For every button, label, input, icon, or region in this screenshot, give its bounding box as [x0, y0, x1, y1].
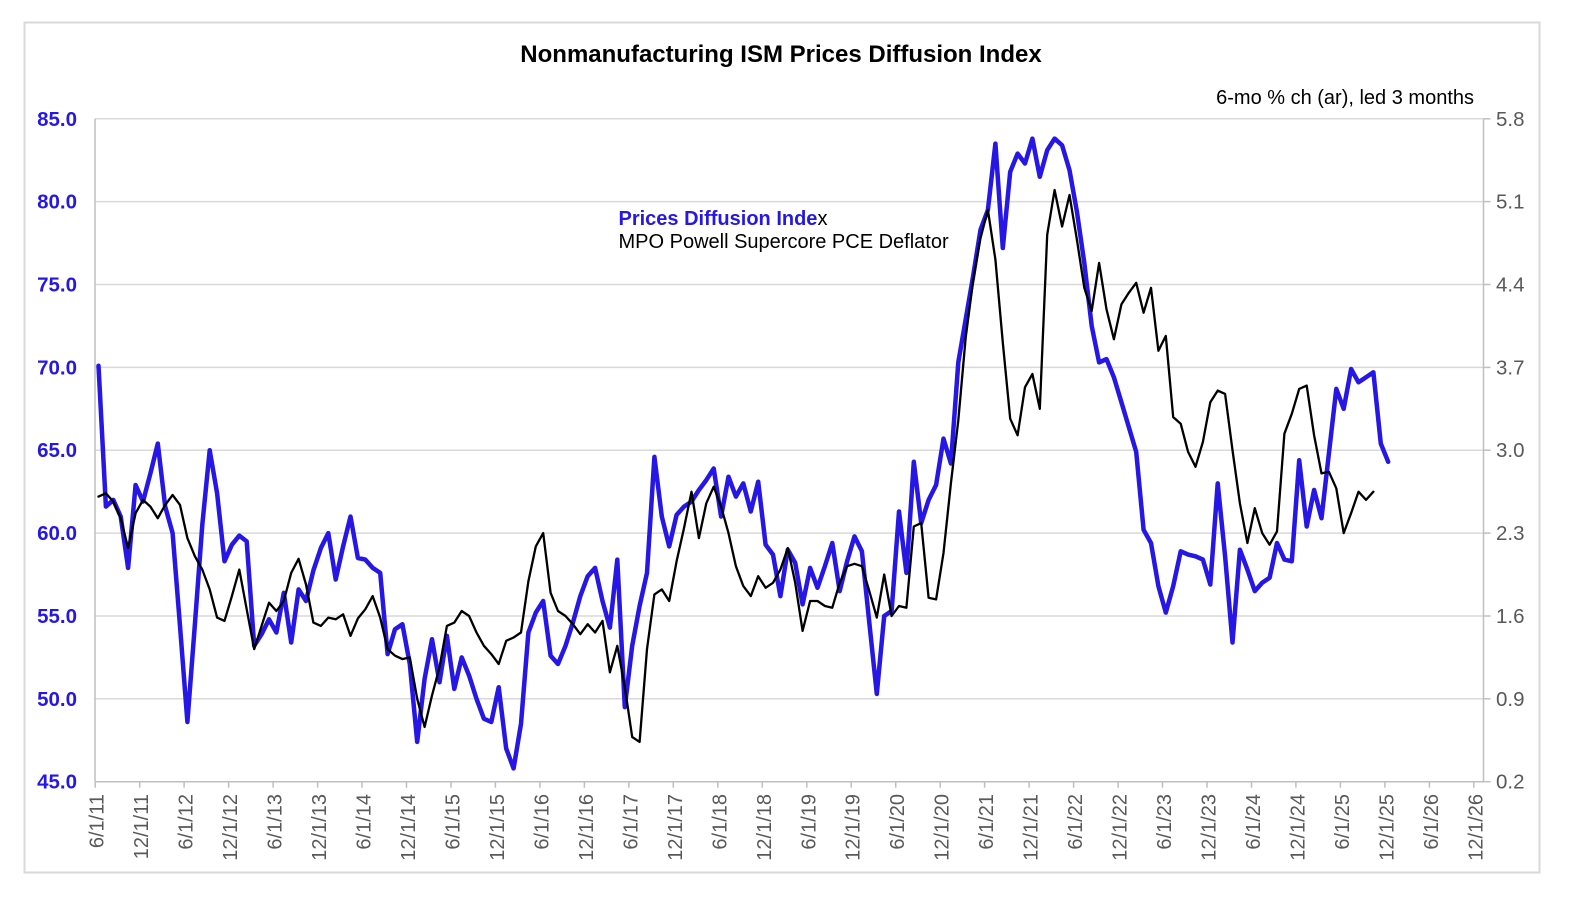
svg-text:65.0: 65.0 — [37, 439, 77, 462]
svg-text:50.0: 50.0 — [37, 688, 77, 711]
svg-text:6/1/16: 6/1/16 — [531, 794, 553, 850]
svg-text:4.4: 4.4 — [1496, 274, 1525, 297]
svg-text:12/1/19: 12/1/19 — [843, 794, 865, 861]
svg-text:75.0: 75.0 — [37, 274, 77, 297]
svg-text:12/1/18: 12/1/18 — [754, 794, 776, 861]
svg-text:6/1/14: 6/1/14 — [354, 794, 376, 850]
svg-text:6/1/21: 6/1/21 — [976, 794, 998, 850]
svg-text:Prices Diffusion Index: Prices Diffusion Index — [619, 208, 828, 230]
svg-text:6/1/20: 6/1/20 — [887, 794, 909, 850]
svg-text:MPO Powell Supercore PCE Defla: MPO Powell Supercore PCE Deflator — [619, 231, 949, 253]
svg-text:12/1/21: 12/1/21 — [1021, 794, 1043, 861]
svg-text:Nonmanufacturing ISM Prices Di: Nonmanufacturing ISM Prices Diffusion In… — [520, 41, 1042, 68]
svg-text:70.0: 70.0 — [37, 356, 77, 379]
svg-text:6/1/19: 6/1/19 — [798, 794, 820, 850]
svg-text:12/1/26: 12/1/26 — [1465, 794, 1487, 861]
svg-text:85.0: 85.0 — [37, 108, 77, 131]
svg-text:12/1/11: 12/1/11 — [131, 794, 153, 859]
svg-text:12/1/15: 12/1/15 — [487, 794, 509, 861]
svg-text:0.9: 0.9 — [1496, 688, 1525, 711]
svg-text:12/1/17: 12/1/17 — [665, 794, 687, 861]
svg-text:6/1/13: 6/1/13 — [265, 794, 287, 850]
svg-text:6/1/25: 6/1/25 — [1332, 794, 1354, 850]
svg-text:12/1/24: 12/1/24 — [1287, 794, 1309, 861]
svg-text:6-mo % ch (ar), led 3 months: 6-mo % ch (ar), led 3 months — [1216, 87, 1474, 109]
svg-text:6/1/24: 6/1/24 — [1243, 794, 1265, 850]
svg-text:55.0: 55.0 — [37, 605, 77, 628]
svg-text:12/1/13: 12/1/13 — [309, 794, 331, 861]
svg-text:6/1/12: 6/1/12 — [176, 794, 198, 850]
svg-text:5.8: 5.8 — [1496, 108, 1525, 131]
svg-text:3.0: 3.0 — [1496, 439, 1525, 462]
svg-text:0.2: 0.2 — [1496, 771, 1525, 794]
svg-text:3.7: 3.7 — [1496, 356, 1525, 379]
svg-text:2.3: 2.3 — [1496, 522, 1525, 545]
svg-text:12/1/23: 12/1/23 — [1199, 794, 1221, 861]
svg-text:6/1/18: 6/1/18 — [709, 794, 731, 850]
svg-text:5.1: 5.1 — [1496, 191, 1525, 214]
svg-text:80.0: 80.0 — [37, 191, 77, 214]
svg-text:6/1/17: 6/1/17 — [620, 794, 642, 850]
svg-text:6/1/15: 6/1/15 — [443, 794, 465, 850]
svg-text:12/1/20: 12/1/20 — [932, 794, 954, 861]
svg-text:45.0: 45.0 — [37, 771, 77, 794]
svg-text:6/1/26: 6/1/26 — [1421, 794, 1443, 850]
svg-text:6/1/22: 6/1/22 — [1065, 794, 1087, 850]
svg-text:12/1/16: 12/1/16 — [576, 794, 598, 861]
svg-text:12/1/22: 12/1/22 — [1110, 794, 1132, 861]
svg-text:6/1/23: 6/1/23 — [1154, 794, 1176, 850]
svg-text:1.6: 1.6 — [1496, 605, 1525, 628]
svg-text:12/1/12: 12/1/12 — [220, 794, 242, 861]
svg-text:6/1/11: 6/1/11 — [87, 794, 109, 848]
svg-text:60.0: 60.0 — [37, 522, 77, 545]
svg-text:12/1/25: 12/1/25 — [1376, 794, 1398, 861]
svg-text:12/1/14: 12/1/14 — [398, 794, 420, 861]
